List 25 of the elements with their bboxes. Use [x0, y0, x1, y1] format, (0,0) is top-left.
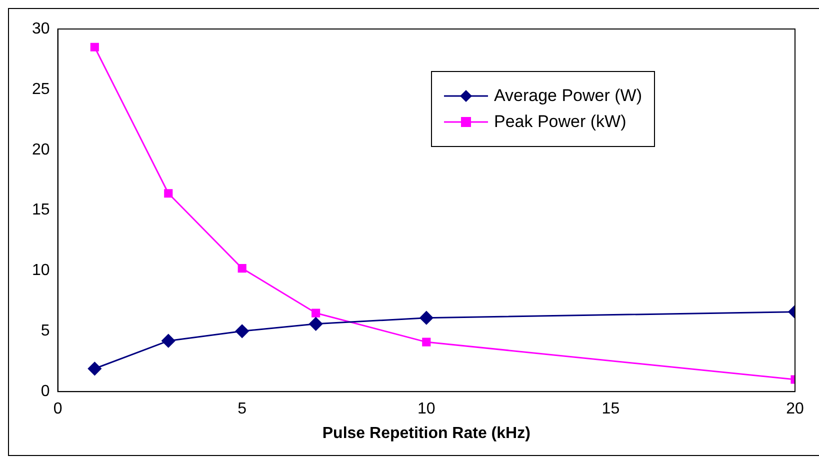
- y-tick-label: 5: [40, 322, 50, 340]
- x-tick-label: 15: [602, 400, 620, 418]
- x-tick-label: 10: [418, 400, 436, 418]
- point: [88, 362, 102, 376]
- point: [420, 311, 434, 325]
- x-tick-label: 5: [238, 400, 247, 418]
- point: [90, 42, 99, 52]
- y-tick-label: 25: [32, 80, 50, 98]
- y-tick-label: 10: [32, 262, 50, 280]
- point: [164, 189, 173, 198]
- point: [162, 334, 176, 348]
- point: [422, 338, 431, 346]
- point: [235, 324, 249, 338]
- y-tick-label: 30: [32, 20, 50, 38]
- point: [238, 264, 246, 273]
- point: [312, 308, 320, 318]
- x-tick-label: 0: [53, 400, 62, 418]
- point: [309, 317, 323, 331]
- x-axis-title: Pulse Repetition Rate (kHz): [322, 424, 530, 442]
- y-tick-label: 0: [40, 383, 50, 400]
- legend-label: Peak Power (kW): [494, 112, 626, 132]
- y-tick-label: 15: [32, 202, 50, 219]
- y-tick-label: 20: [32, 141, 50, 158]
- x-tick-label: 20: [786, 400, 804, 418]
- legend-label: Average Power (W): [494, 86, 642, 106]
